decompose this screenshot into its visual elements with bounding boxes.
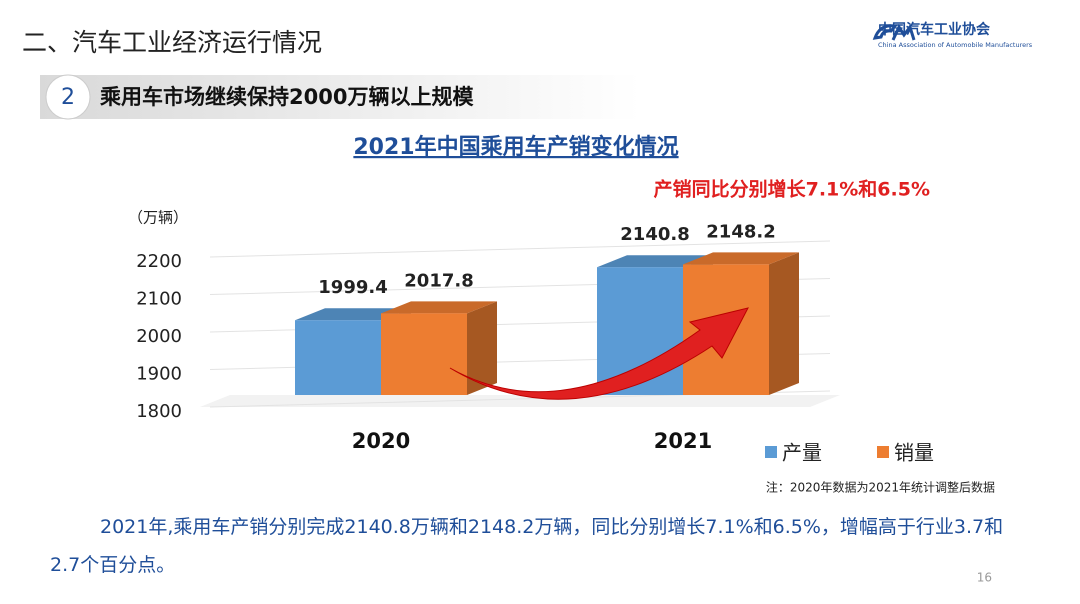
- bar: [295, 320, 381, 395]
- bar-side: [769, 252, 799, 395]
- subtitle-band: [40, 75, 640, 119]
- chart: 1800 1900 2000 2100 2200 2020 1999.4 2017.8 2021…: [136, 221, 934, 464]
- legend-swatch: [877, 446, 889, 458]
- legend-label: 产量: [782, 441, 822, 465]
- bar-side: [467, 301, 497, 395]
- y-tick-label: 1800: [136, 401, 182, 422]
- logo-mark: [872, 23, 916, 41]
- y-tick-label: 1900: [136, 364, 182, 385]
- page-number: 16: [977, 571, 992, 585]
- data-label: 1999.4: [318, 277, 387, 298]
- x-tick-label: 2020: [352, 429, 410, 453]
- note: 注：2020年数据为2021年统计调整后数据: [766, 480, 995, 495]
- body-box: 2021年,乘用车产销分别完成2140.8万辆和2148.2万辆，同比分别增长7…: [50, 516, 1004, 576]
- data-label: 2148.2: [706, 221, 775, 242]
- subtitle: 乘用车市场继续保持2000万辆以上规模: [99, 85, 474, 109]
- data-label: 2140.8: [620, 224, 689, 245]
- badge-number: 2: [61, 85, 75, 110]
- annotation: 产销同比分别增长7.1%和6.5%: [654, 178, 930, 201]
- bar-top: [381, 301, 497, 314]
- y-axis-label: （万辆）: [128, 209, 188, 227]
- bar-top: [683, 252, 799, 265]
- y-tick-label: 2000: [136, 326, 182, 347]
- chart-title: 2021年中国乘用车产销变化情况: [353, 134, 678, 160]
- grid-line: [209, 240, 831, 258]
- growth-arrow: [449, 307, 749, 400]
- x-tick-label: 2021: [654, 429, 712, 453]
- legend-swatch: [765, 446, 777, 458]
- body-text: 2021年,乘用车产销分别完成2140.8万辆和2148.2万辆，同比分别增长7…: [50, 516, 1004, 576]
- y-tick-label: 2200: [136, 251, 182, 272]
- legend-label: 销量: [894, 441, 934, 465]
- logo-en: China Association of Automobile Manufact…: [878, 41, 1033, 49]
- floor: [200, 395, 840, 407]
- bar: [381, 313, 467, 395]
- badge: [45, 74, 91, 120]
- y-tick-label: 2100: [136, 289, 182, 310]
- section-title: 二、汽车工业经济运行情况: [22, 28, 322, 57]
- data-label: 2017.8: [404, 270, 473, 291]
